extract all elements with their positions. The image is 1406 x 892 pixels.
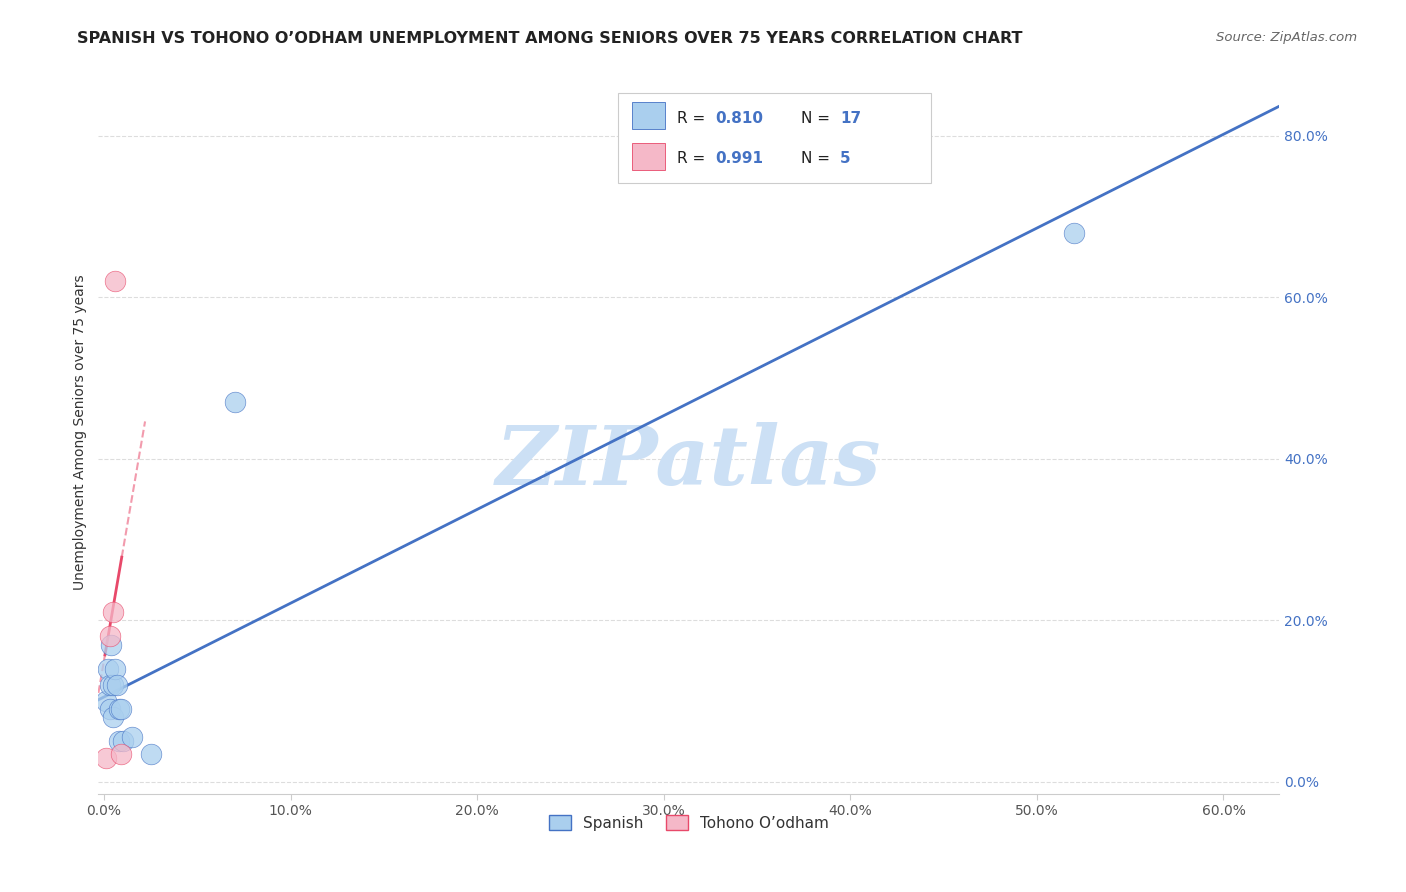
- Point: [108, 734, 131, 748]
- Point: [104, 662, 127, 676]
- Y-axis label: Unemployment Among Seniors over 75 years: Unemployment Among Seniors over 75 years: [73, 275, 87, 591]
- Point: [98, 702, 121, 716]
- Point: [98, 630, 121, 644]
- Bar: [633, 102, 665, 129]
- Point: [97, 662, 120, 676]
- Point: [121, 731, 143, 745]
- Text: ZIPatlas: ZIPatlas: [496, 422, 882, 501]
- Text: 5: 5: [841, 152, 851, 167]
- Text: 17: 17: [841, 111, 862, 126]
- Point: [108, 702, 131, 716]
- FancyBboxPatch shape: [619, 93, 931, 184]
- Point: [111, 734, 134, 748]
- Point: [103, 605, 125, 619]
- Point: [100, 638, 122, 652]
- Point: [103, 710, 125, 724]
- Point: [94, 694, 117, 708]
- Text: 0.991: 0.991: [714, 152, 763, 167]
- Legend: Spanish, Tohono O’odham: Spanish, Tohono O’odham: [543, 809, 835, 837]
- Point: [104, 274, 127, 288]
- Point: [224, 395, 246, 409]
- Point: [98, 678, 121, 692]
- Text: N =: N =: [801, 111, 835, 126]
- Point: [94, 750, 117, 764]
- Point: [139, 747, 162, 761]
- Text: 0.810: 0.810: [714, 111, 763, 126]
- Text: R =: R =: [678, 152, 710, 167]
- Point: [110, 702, 132, 716]
- Point: [105, 678, 128, 692]
- Text: R =: R =: [678, 111, 710, 126]
- Point: [110, 747, 132, 761]
- Text: SPANISH VS TOHONO O’ODHAM UNEMPLOYMENT AMONG SENIORS OVER 75 YEARS CORRELATION C: SPANISH VS TOHONO O’ODHAM UNEMPLOYMENT A…: [77, 31, 1022, 46]
- Point: [103, 678, 125, 692]
- Bar: [633, 143, 665, 169]
- Text: N =: N =: [801, 152, 835, 167]
- Point: [1063, 226, 1085, 240]
- Text: Source: ZipAtlas.com: Source: ZipAtlas.com: [1216, 31, 1357, 45]
